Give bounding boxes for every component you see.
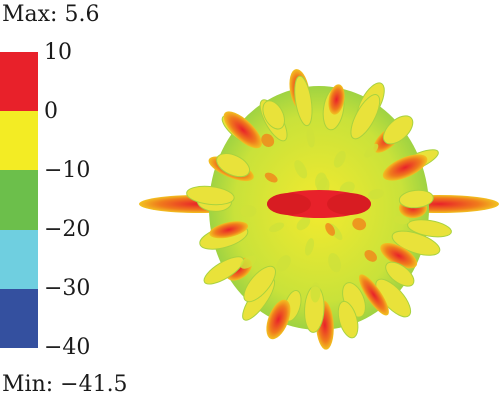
pattern-lobe [333,150,346,168]
pattern-lobe [339,181,355,195]
pattern-lobe [296,217,311,231]
pattern-lobe [328,252,342,273]
pattern-lobe [269,222,285,233]
pattern-lobe [264,172,278,183]
pattern-spike [216,153,251,178]
pattern-lobe [368,189,384,200]
pattern-spike [350,94,381,140]
scale-tick-label: −10 [44,158,91,183]
scale-tick-label: −40 [44,335,91,360]
pattern-lobe [364,143,379,158]
pattern-spike [294,75,313,127]
pattern-lobe [261,133,275,148]
pattern-spike [391,230,441,256]
pattern-lobe [240,205,257,218]
pattern-spike [243,265,276,303]
pattern-lobe [304,238,315,256]
legend-band-3 [0,170,38,230]
pattern-lobe [294,160,308,179]
pattern-lobe [325,223,336,236]
pattern-spike [262,100,285,130]
pattern-spike [385,261,415,287]
legend-band-1 [0,52,38,111]
pattern-lobe [276,255,291,272]
pattern-lobe [364,249,377,262]
scale-tick-label: 10 [44,40,72,65]
pattern-spike [209,221,249,239]
pattern-spike [186,185,235,206]
pattern-spike [358,274,389,316]
pattern-lobe [240,255,257,269]
pattern-spike [337,300,359,339]
pattern-lobe [352,217,367,231]
pattern-spike [380,242,418,269]
main-beam-lobe [267,193,311,215]
legend-band-5 [0,289,38,348]
legend-band-4 [0,230,38,289]
scale-tick-label: 0 [44,99,58,124]
pattern-spike [407,219,452,238]
legend-band-2 [0,111,38,170]
pattern-lobe [393,216,410,225]
pattern-spike [203,256,245,285]
pattern-spike [398,189,434,209]
scale-tick-label: −30 [44,276,91,301]
pattern-lobe [306,127,315,148]
pattern-spike [328,84,345,115]
main-beam-lobe [327,193,371,215]
radiation-pattern-figure [139,69,499,350]
scale-tick-label: −20 [44,217,91,242]
pattern-lobe [310,282,321,303]
pattern-spike [382,154,428,181]
pattern-spike [382,115,414,145]
max-value-label: Max: 5.6 [2,2,100,27]
pattern-spike [266,299,291,340]
pattern-spike [223,111,262,149]
color-scale-bar [0,52,38,348]
min-value-label: Min: −41.5 [2,372,128,397]
